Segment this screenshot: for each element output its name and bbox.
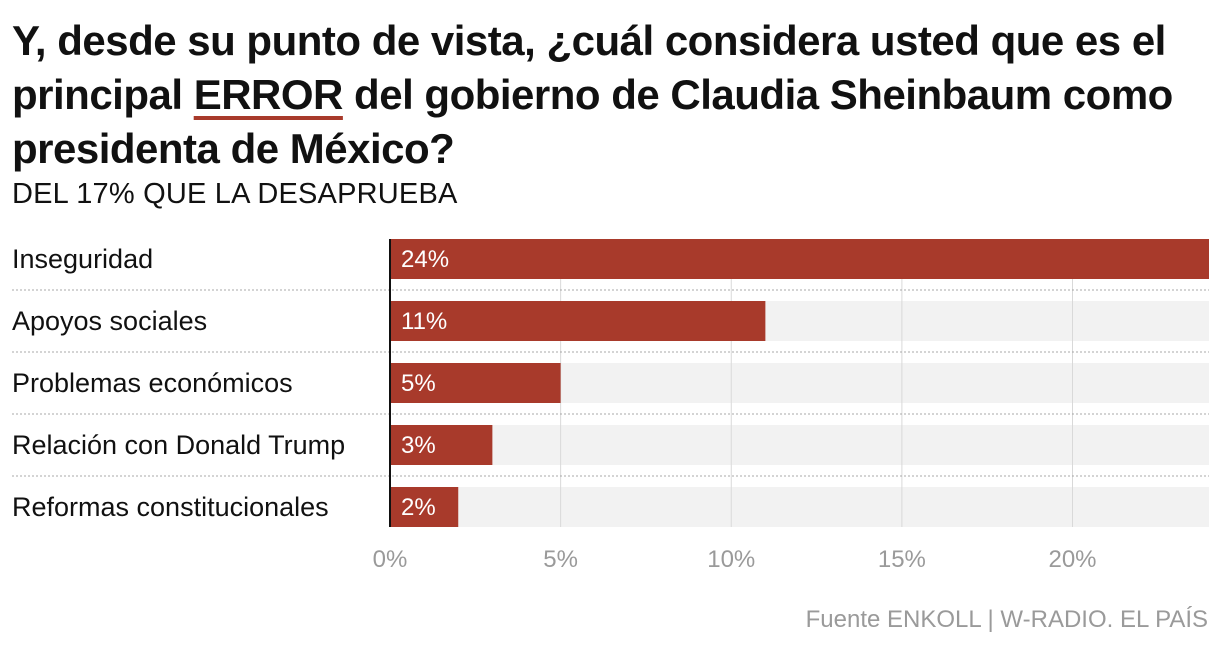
x-tick-label: 5% bbox=[543, 546, 578, 573]
title-part-2: del gobierno de Claudia Sheinbaum como p… bbox=[12, 71, 1173, 172]
bar bbox=[390, 363, 561, 403]
bars-layer bbox=[390, 239, 1209, 527]
source-note: Fuente ENKOLL | W-RADIO. EL PAÍS bbox=[805, 606, 1208, 633]
category-label: Reformas constitucionales bbox=[12, 492, 329, 522]
bar bbox=[390, 239, 1209, 279]
bar-track bbox=[390, 487, 1209, 527]
axis-layer: 0% 5% 10% 15% 20% bbox=[373, 239, 1097, 573]
bar-value-label: 11% bbox=[401, 308, 447, 335]
bar-chart: 24% Inseguridad 11% Apoyos sociales 5% Proble… bbox=[12, 239, 1209, 573]
bar bbox=[390, 425, 493, 465]
bar-track bbox=[390, 425, 1209, 465]
category-label: Relación con Donald Trump bbox=[12, 430, 345, 460]
category-label: Inseguridad bbox=[12, 244, 153, 274]
bar-value-label: 5% bbox=[401, 370, 436, 397]
bar-value-label: 24% bbox=[401, 246, 449, 273]
title-highlight-error: ERROR bbox=[193, 71, 344, 118]
x-tick-label: 10% bbox=[707, 546, 755, 573]
chart-title: Y, desde su punto de vista, ¿cuál consid… bbox=[12, 14, 1202, 176]
category-label: Apoyos sociales bbox=[12, 306, 207, 336]
bar bbox=[390, 487, 459, 527]
x-tick-label: 0% bbox=[373, 546, 408, 573]
category-label: Problemas económicos bbox=[12, 368, 293, 398]
bar-value-label: 3% bbox=[401, 432, 436, 459]
x-tick-label: 15% bbox=[878, 546, 926, 573]
bar bbox=[390, 301, 766, 341]
bar-value-label: 2% bbox=[401, 494, 436, 521]
title-part-1: Y, desde su punto de vista, ¿cuál consid… bbox=[12, 17, 1166, 118]
x-tick-label: 20% bbox=[1048, 546, 1096, 573]
labels-layer: 24% Inseguridad 11% Apoyos sociales 5% Proble… bbox=[12, 244, 449, 522]
chart-subtitle: DEL 17% QUE LA DESAPRUEBA bbox=[12, 178, 458, 210]
